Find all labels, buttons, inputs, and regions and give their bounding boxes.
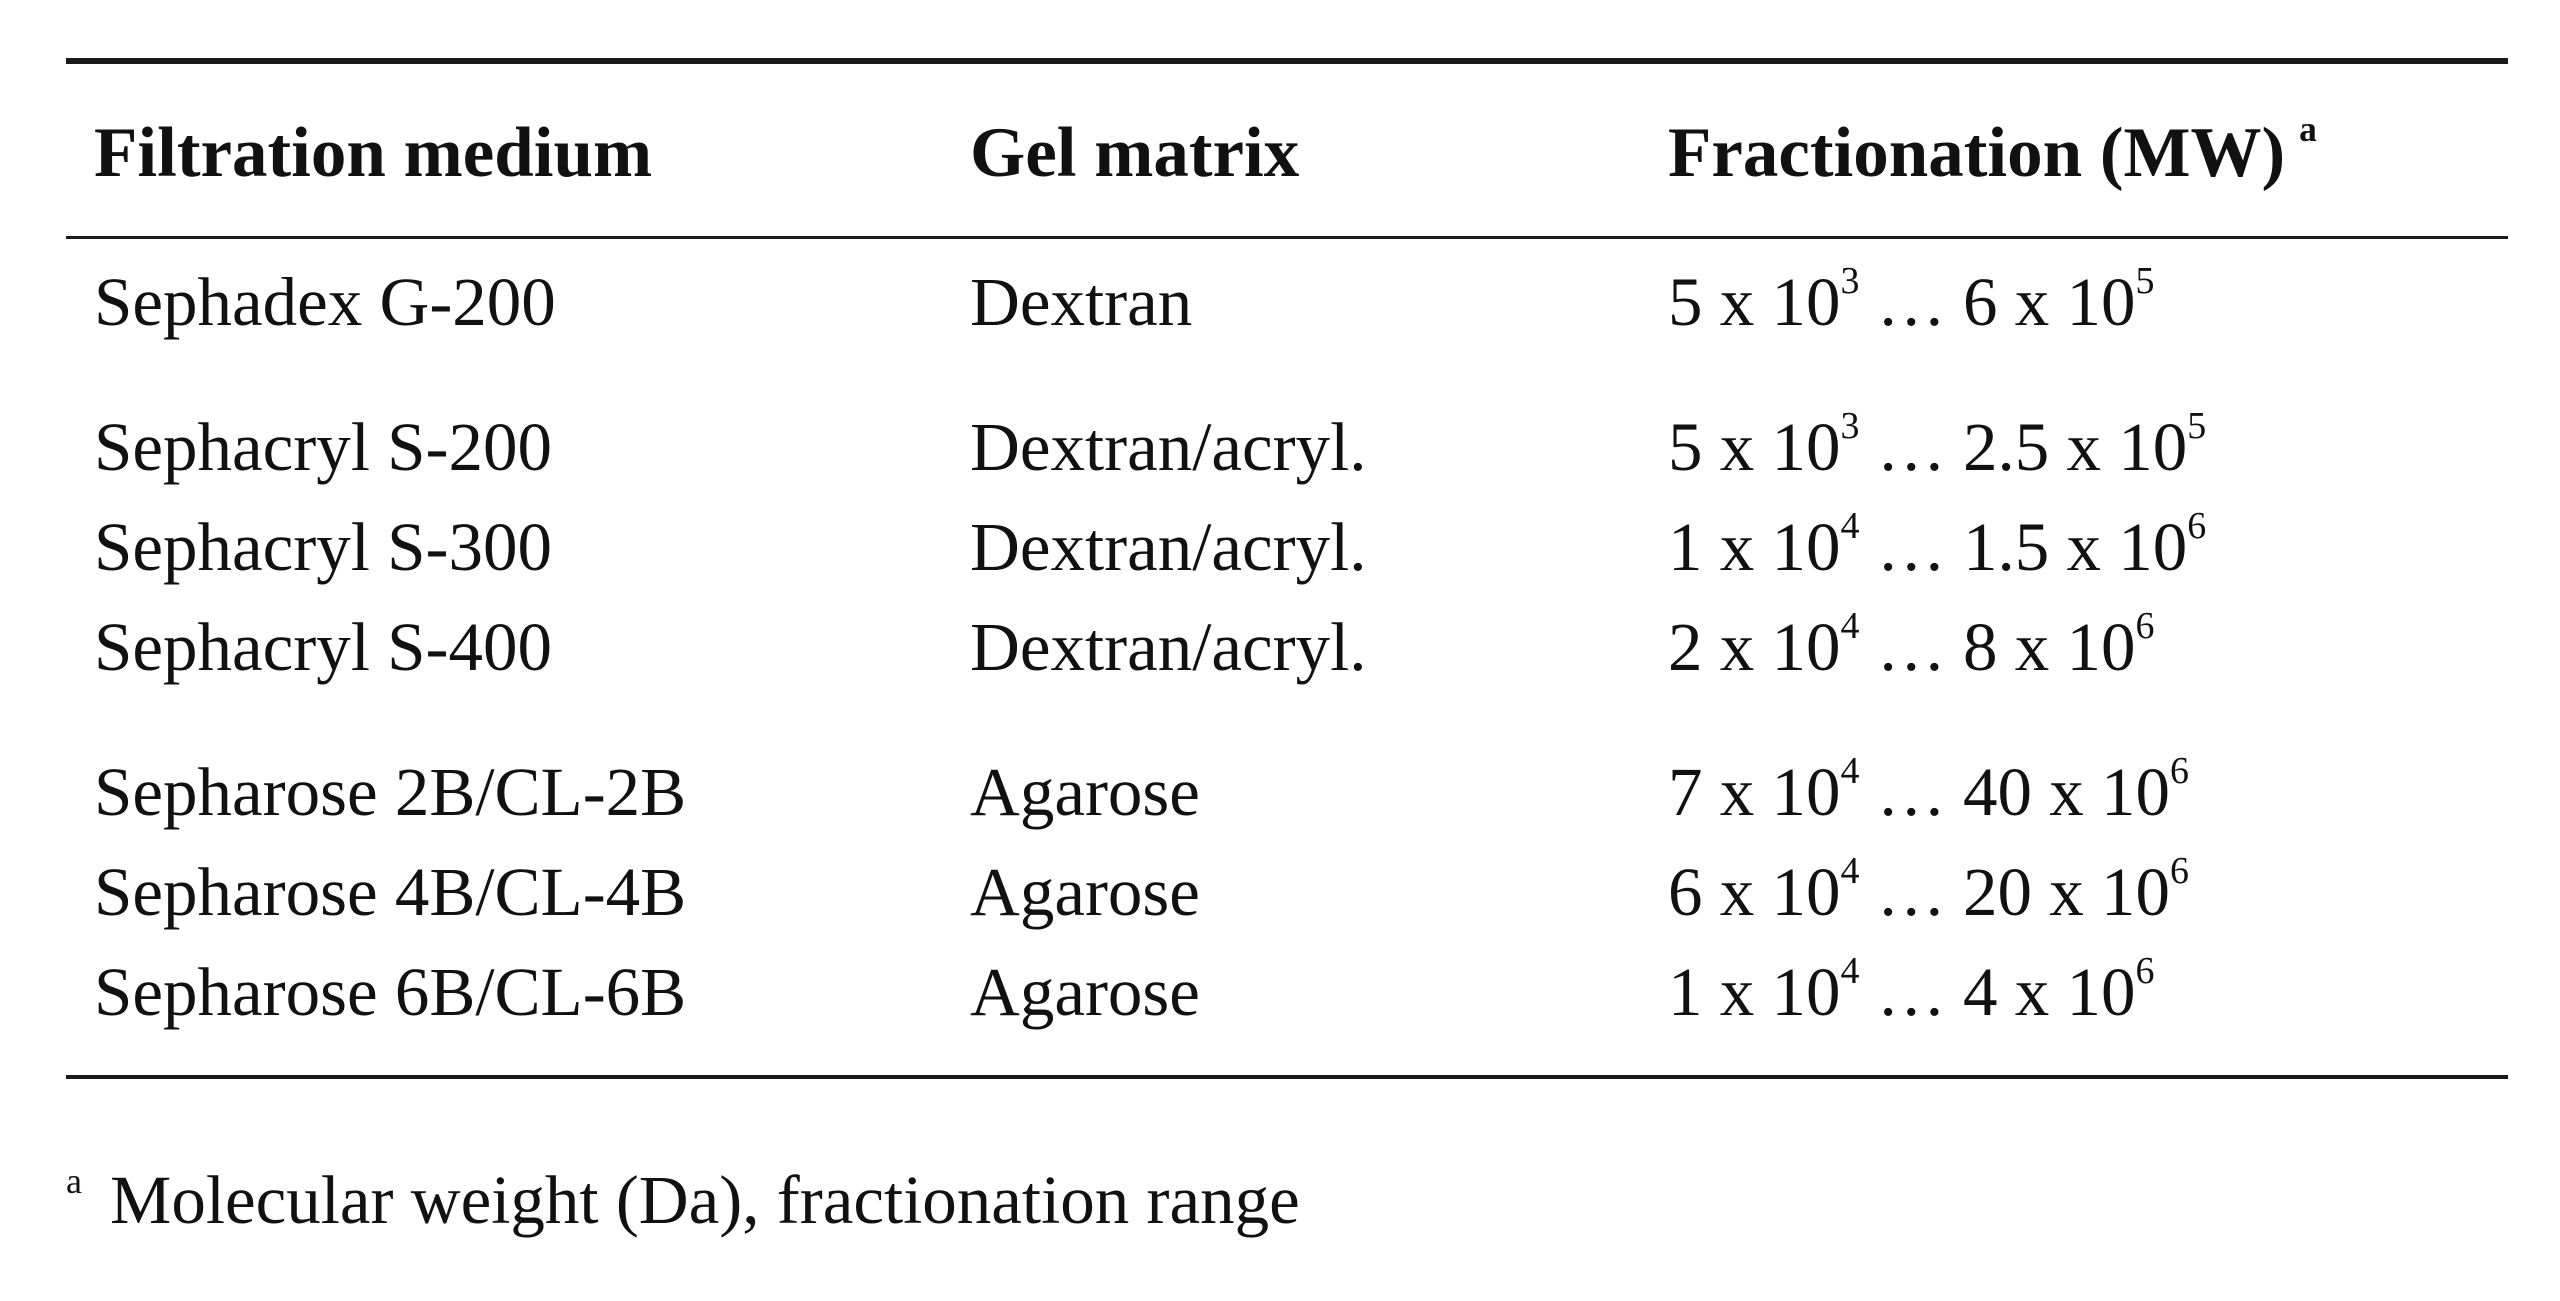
table-row-matrix: Dextran/acryl. bbox=[970, 509, 1367, 585]
range-separator: … bbox=[1859, 509, 1963, 585]
range-high-exponent: 6 bbox=[2169, 849, 2189, 892]
range-high: 2.5 x 10 bbox=[1962, 409, 2188, 485]
range-low: 5 x 10 bbox=[1668, 264, 1841, 340]
table-row-fractionation: 1 x 104 … 4 x 106 bbox=[1668, 952, 2154, 1027]
table-row-medium: Sepharose 6B/CL-6B bbox=[94, 954, 687, 1030]
range-low: 5 x 10 bbox=[1668, 409, 1841, 485]
header-gel-matrix: Gel matrix bbox=[970, 114, 1300, 192]
table-row-medium: Sephacryl S-400 bbox=[94, 609, 553, 685]
table-top-rule bbox=[66, 58, 2508, 64]
table-row-matrix: Agarose bbox=[970, 754, 1200, 830]
range-low-exponent: 3 bbox=[1840, 404, 1860, 447]
table-row-fractionation: 1 x 104 … 1.5 x 106 bbox=[1668, 507, 2206, 582]
range-high: 4 x 10 bbox=[1962, 954, 2136, 1030]
table-row-matrix: Dextran/acryl. bbox=[970, 609, 1367, 685]
range-low-exponent: 4 bbox=[1840, 604, 1860, 647]
range-high: 20 x 10 bbox=[1962, 854, 2170, 930]
table-row-matrix: Dextran/acryl. bbox=[970, 409, 1367, 485]
table-row-matrix: Dextran bbox=[970, 264, 1193, 340]
table-row-fractionation: 6 x 104 … 20 x 106 bbox=[1668, 852, 2189, 927]
table-row-matrix: Agarose bbox=[970, 954, 1200, 1030]
table-header-rule bbox=[66, 236, 2508, 239]
range-low: 2 x 10 bbox=[1668, 609, 1841, 685]
table-row-medium: Sephacryl S-300 bbox=[94, 509, 553, 585]
range-high-exponent: 5 bbox=[2187, 404, 2207, 447]
table-row-medium: Sephacryl S-200 bbox=[94, 409, 553, 485]
range-low-exponent: 4 bbox=[1840, 849, 1860, 892]
table-row-medium: Sephadex G-200 bbox=[94, 264, 556, 340]
range-low: 6 x 10 bbox=[1668, 854, 1841, 930]
range-low-exponent: 4 bbox=[1840, 949, 1860, 992]
range-high: 8 x 10 bbox=[1962, 609, 2136, 685]
range-high-exponent: 6 bbox=[2187, 504, 2207, 547]
header-footnote-mark: a bbox=[2299, 108, 2317, 149]
range-separator: … bbox=[1859, 854, 1963, 930]
range-low: 1 x 10 bbox=[1668, 954, 1841, 1030]
footnote-mark: a bbox=[66, 1161, 82, 1201]
header-filtration-medium: Filtration medium bbox=[94, 114, 653, 192]
range-low-exponent: 4 bbox=[1840, 749, 1860, 792]
header-fractionation-label: Fractionation (MW) bbox=[1668, 114, 2286, 192]
range-high-exponent: 5 bbox=[2135, 259, 2155, 302]
range-high-exponent: 6 bbox=[2135, 604, 2155, 647]
range-separator: … bbox=[1859, 409, 1963, 485]
table-row-fractionation: 7 x 104 … 40 x 106 bbox=[1668, 752, 2189, 827]
range-high: 40 x 10 bbox=[1962, 754, 2170, 830]
range-separator: … bbox=[1859, 754, 1963, 830]
footnote-text: Molecular weight (Da), fractionation ran… bbox=[109, 1162, 1300, 1238]
table-row-fractionation: 2 x 104 … 8 x 106 bbox=[1668, 607, 2154, 682]
range-separator: … bbox=[1859, 609, 1963, 685]
range-high: 1.5 x 10 bbox=[1962, 509, 2188, 585]
range-high: 6 x 10 bbox=[1962, 264, 2136, 340]
range-separator: … bbox=[1859, 264, 1963, 340]
table-row-fractionation: 5 x 103 … 2.5 x 105 bbox=[1668, 407, 2206, 482]
range-low-exponent: 4 bbox=[1840, 504, 1860, 547]
table-bottom-rule bbox=[66, 1075, 2508, 1079]
header-fractionation: Fractionation (MW) a bbox=[1668, 111, 2317, 189]
table-row-matrix: Agarose bbox=[970, 854, 1200, 930]
range-low: 7 x 10 bbox=[1668, 754, 1841, 830]
table-footnote: a Molecular weight (Da), fractionation ra… bbox=[66, 1160, 1300, 1240]
range-high-exponent: 6 bbox=[2135, 949, 2155, 992]
range-separator: … bbox=[1859, 954, 1963, 1030]
range-low-exponent: 3 bbox=[1840, 259, 1860, 302]
table-row-fractionation: 5 x 103 … 6 x 105 bbox=[1668, 262, 2154, 337]
range-high-exponent: 6 bbox=[2169, 749, 2189, 792]
table-row-medium: Sepharose 4B/CL-4B bbox=[94, 854, 687, 930]
table-row-medium: Sepharose 2B/CL-2B bbox=[94, 754, 687, 830]
range-low: 1 x 10 bbox=[1668, 509, 1841, 585]
